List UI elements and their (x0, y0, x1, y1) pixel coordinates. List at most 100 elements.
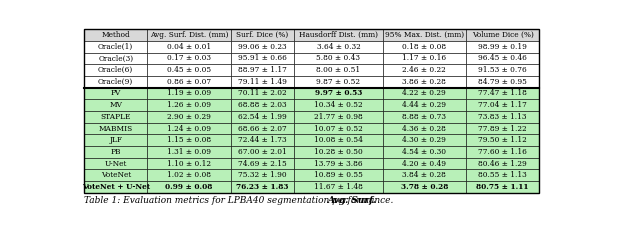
Bar (466, 123, 540, 134)
Text: 3.84 ± 0.28: 3.84 ± 0.28 (403, 171, 446, 179)
Text: MV: MV (109, 101, 122, 109)
Bar (294, 53, 383, 64)
Text: STAPLE: STAPLE (100, 113, 131, 121)
Bar (294, 181, 383, 193)
Bar (147, 53, 231, 64)
Text: 79.11 ± 1.49: 79.11 ± 1.49 (238, 78, 287, 86)
Bar (383, 134, 466, 146)
Bar (147, 88, 231, 99)
Bar (294, 169, 383, 181)
Bar (231, 99, 294, 111)
Text: 9.97 ± 0.53: 9.97 ± 0.53 (315, 89, 362, 97)
Bar (294, 76, 383, 88)
Bar (84, 76, 147, 88)
Bar (231, 123, 294, 134)
Text: 0.45 ± 0.05: 0.45 ± 0.05 (167, 66, 211, 74)
Bar (84, 29, 147, 41)
Bar (147, 134, 231, 146)
Text: 77.89 ± 1.22: 77.89 ± 1.22 (478, 125, 527, 133)
Bar (383, 99, 466, 111)
Text: PB: PB (111, 148, 121, 156)
Text: 21.77 ± 0.98: 21.77 ± 0.98 (314, 113, 363, 121)
Text: 10.89 ± 0.55: 10.89 ± 0.55 (314, 171, 363, 179)
Bar (84, 169, 147, 181)
Text: 1.10 ± 0.12: 1.10 ± 0.12 (167, 160, 211, 168)
Text: Oracle(3): Oracle(3) (98, 55, 133, 63)
Bar (383, 64, 466, 76)
Text: 76.23 ± 1.83: 76.23 ± 1.83 (236, 183, 289, 191)
Text: 72.44 ± 1.73: 72.44 ± 1.73 (238, 136, 287, 144)
Text: Oracle(6): Oracle(6) (98, 66, 133, 74)
Bar (383, 146, 466, 158)
Bar (466, 88, 540, 99)
Bar (383, 88, 466, 99)
Text: 0.04 ± 0.01: 0.04 ± 0.01 (167, 43, 211, 51)
Bar (84, 123, 147, 134)
Bar (84, 41, 147, 53)
Bar (231, 111, 294, 123)
Bar (231, 158, 294, 169)
Bar (294, 158, 383, 169)
Bar (147, 123, 231, 134)
Bar (84, 88, 147, 99)
Bar (84, 158, 147, 169)
Text: JLF: JLF (109, 136, 122, 144)
Text: 77.47 ± 1.18: 77.47 ± 1.18 (478, 89, 527, 97)
Text: Avg. Surf. Dist. (mm): Avg. Surf. Dist. (mm) (150, 31, 228, 39)
Text: 68.88 ± 2.03: 68.88 ± 2.03 (238, 101, 287, 109)
Bar (84, 111, 147, 123)
Text: 99.06 ± 0.23: 99.06 ± 0.23 (238, 43, 287, 51)
Text: VoteNet: VoteNet (100, 171, 131, 179)
Bar (147, 146, 231, 158)
Text: 0.18 ± 0.08: 0.18 ± 0.08 (402, 43, 446, 51)
Bar (294, 111, 383, 123)
Text: Surf. Dice (%): Surf. Dice (%) (236, 31, 289, 39)
Bar (84, 64, 147, 76)
Text: 3.64 ± 0.32: 3.64 ± 0.32 (317, 43, 360, 51)
Bar (466, 134, 540, 146)
Bar (231, 29, 294, 41)
Bar (294, 134, 383, 146)
Text: 4.44 ± 0.29: 4.44 ± 0.29 (402, 101, 446, 109)
Bar (147, 64, 231, 76)
Text: 1.26 ± 0.09: 1.26 ± 0.09 (167, 101, 211, 109)
Text: Oracle(9): Oracle(9) (98, 78, 133, 86)
Text: 1.24 ± 0.09: 1.24 ± 0.09 (167, 125, 211, 133)
Bar (383, 29, 466, 41)
Bar (294, 41, 383, 53)
Bar (383, 169, 466, 181)
Text: 77.04 ± 1.17: 77.04 ± 1.17 (478, 101, 527, 109)
Bar (294, 29, 383, 41)
Text: 9.87 ± 0.52: 9.87 ± 0.52 (316, 78, 360, 86)
Bar (466, 99, 540, 111)
Bar (231, 41, 294, 53)
Text: 74.69 ± 2.15: 74.69 ± 2.15 (238, 160, 287, 168)
Text: 10.34 ± 0.52: 10.34 ± 0.52 (314, 101, 363, 109)
Text: 4.20 ± 0.49: 4.20 ± 0.49 (402, 160, 446, 168)
Text: 80.55 ± 1.13: 80.55 ± 1.13 (478, 171, 527, 179)
Bar (383, 41, 466, 53)
Bar (231, 181, 294, 193)
Text: 4.54 ± 0.30: 4.54 ± 0.30 (402, 148, 446, 156)
Text: 96.45 ± 0.46: 96.45 ± 0.46 (478, 55, 527, 63)
Text: 77.60 ± 1.16: 77.60 ± 1.16 (478, 148, 527, 156)
Text: MABMIS: MABMIS (99, 125, 133, 133)
Text: 11.67 ± 1.48: 11.67 ± 1.48 (314, 183, 363, 191)
Text: 98.99 ± 0.19: 98.99 ± 0.19 (478, 43, 527, 51)
Bar (231, 64, 294, 76)
Bar (383, 123, 466, 134)
Text: 10.07 ± 0.52: 10.07 ± 0.52 (314, 125, 363, 133)
Text: VoteNet + U-Net: VoteNet + U-Net (82, 183, 150, 191)
Bar (84, 134, 147, 146)
Bar (466, 111, 540, 123)
Bar (466, 169, 540, 181)
Text: 13.79 ± 3.86: 13.79 ± 3.86 (314, 160, 363, 168)
Bar (466, 41, 540, 53)
Bar (294, 88, 383, 99)
Text: 84.79 ± 0.95: 84.79 ± 0.95 (478, 78, 527, 86)
Text: 0.99 ± 0.08: 0.99 ± 0.08 (165, 183, 213, 191)
Text: 4.22 ± 0.29: 4.22 ± 0.29 (403, 89, 446, 97)
Text: 4.30 ± 0.29: 4.30 ± 0.29 (403, 136, 446, 144)
Text: 73.83 ± 1.13: 73.83 ± 1.13 (478, 113, 527, 121)
Text: 0.17 ± 0.03: 0.17 ± 0.03 (167, 55, 211, 63)
